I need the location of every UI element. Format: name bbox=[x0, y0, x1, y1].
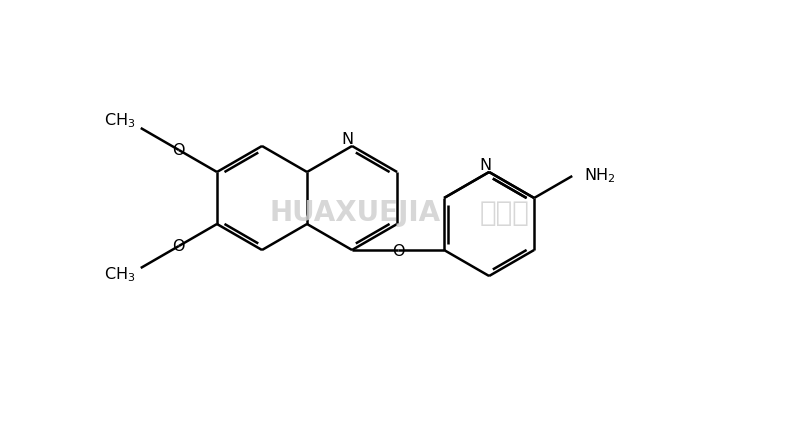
Text: CH$_3$: CH$_3$ bbox=[104, 112, 136, 130]
Text: N: N bbox=[341, 132, 353, 147]
Text: O: O bbox=[173, 239, 185, 253]
Text: HUAXUEJIA: HUAXUEJIA bbox=[270, 199, 441, 227]
Text: O: O bbox=[392, 245, 404, 259]
Text: CH$_3$: CH$_3$ bbox=[104, 266, 136, 284]
Text: NH$_2$: NH$_2$ bbox=[584, 167, 616, 185]
Text: N: N bbox=[479, 158, 491, 173]
Text: 化学加: 化学加 bbox=[480, 199, 530, 227]
Text: O: O bbox=[173, 143, 185, 158]
